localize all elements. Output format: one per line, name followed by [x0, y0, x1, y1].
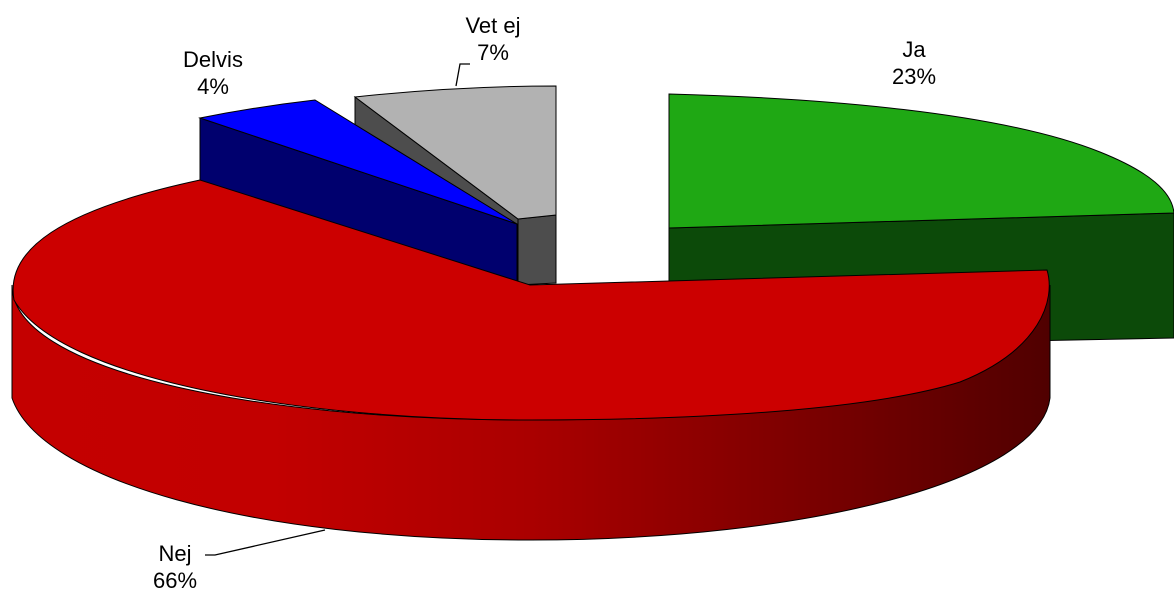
label-vet-ej-name: Vet ej: [465, 13, 521, 38]
slice-nej-side: [11, 284, 1051, 541]
leader-line-nej: [205, 529, 326, 556]
label-nej-value: 66%: [152, 568, 198, 593]
label-ja-value: 23%: [891, 64, 937, 89]
leader-line-vet-ej: [455, 63, 470, 87]
label-delvis: Delvis 4%: [168, 46, 258, 100]
label-delvis-value: 4%: [197, 74, 229, 99]
slice-nej: [11, 179, 1051, 541]
label-delvis-name: Delvis: [183, 47, 243, 72]
label-nej: Nej 66%: [135, 540, 215, 594]
slice-vet-ej-top: [353, 85, 557, 220]
label-ja-name: Ja: [902, 37, 926, 62]
slice-vet-ej-side2: [517, 214, 557, 286]
label-ja: Ja 23%: [874, 36, 954, 90]
label-nej-name: Nej: [158, 541, 192, 566]
label-vet-ej: Vet ej 7%: [448, 12, 538, 66]
slice-delvis-top: [198, 99, 518, 225]
slice-nej-top: [12, 179, 1050, 421]
label-vet-ej-value: 7%: [477, 40, 509, 65]
slice-ja-top: [668, 93, 1174, 229]
